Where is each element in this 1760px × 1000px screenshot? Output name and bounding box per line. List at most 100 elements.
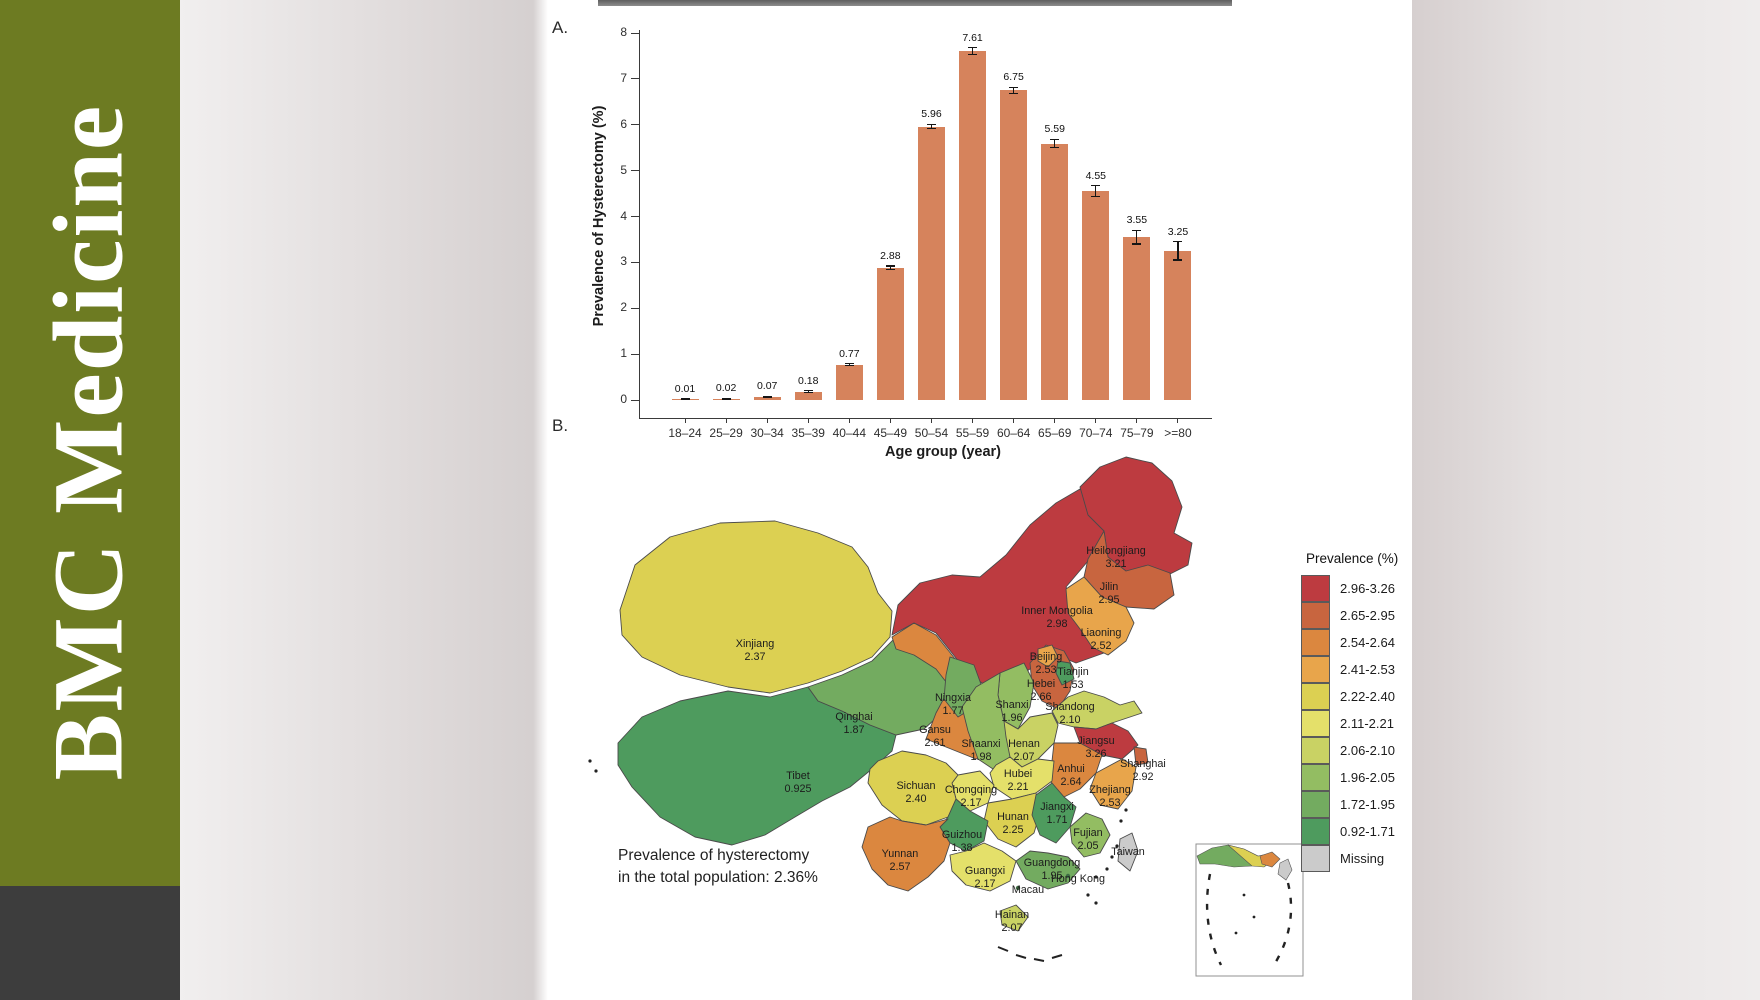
error-bar xyxy=(930,124,933,129)
y-tick-label: 1 xyxy=(620,346,627,361)
province-hunan xyxy=(983,792,1041,848)
error-bar-cap xyxy=(844,362,854,365)
province-value: 1.77 xyxy=(942,705,963,717)
legend-swatch xyxy=(1301,710,1330,737)
province-label: Guangdong xyxy=(1024,857,1080,869)
error-bar xyxy=(1013,87,1015,94)
province-label: Shanghai xyxy=(1120,758,1166,770)
legend-items: 2.96-3.26 2.65-2.95 2.54-2.64 2.41-2.53 2.22… xyxy=(1301,575,1398,872)
province-label: Beijing xyxy=(1030,651,1062,663)
error-bar xyxy=(1054,139,1056,148)
province-value: 1.98 xyxy=(970,751,991,763)
island-speck xyxy=(594,769,598,773)
y-tick-label: 4 xyxy=(620,208,627,223)
legend-swatch xyxy=(1301,818,1330,845)
error-bar-cap xyxy=(803,392,813,394)
province-value: 1.38 xyxy=(951,842,972,854)
legend-item: 1.72-1.95 xyxy=(1301,791,1398,818)
province-value: 2.10 xyxy=(1059,714,1080,726)
x-tick xyxy=(1095,418,1097,423)
bar xyxy=(1164,250,1192,400)
y-tick-label: 6 xyxy=(620,116,627,131)
legend-label: 2.06-2.10 xyxy=(1340,743,1395,758)
map-annotation-line2: in the total population: 2.36% xyxy=(618,869,818,886)
y-tick-label: 7 xyxy=(620,70,627,85)
province-value: 1.87 xyxy=(843,724,864,736)
bar-value-label: 3.55 xyxy=(1126,214,1148,227)
x-axis-title: Age group (year) xyxy=(884,444,1002,460)
province-label: Jilin xyxy=(1100,581,1119,593)
legend-swatch xyxy=(1301,845,1330,872)
error-bar-cap xyxy=(1132,229,1142,231)
bar-value-label: 7.61 xyxy=(962,31,983,44)
province-value: 2.05 xyxy=(1077,840,1098,852)
legend-label: 2.96-3.26 xyxy=(1340,581,1395,596)
legend-label: 1.72-1.95 xyxy=(1340,797,1395,812)
province-value: 2.17 xyxy=(974,878,995,890)
island-speck xyxy=(1094,901,1098,905)
y-tick xyxy=(631,307,639,309)
y-tick-label: 0 xyxy=(620,392,627,406)
province-hubei xyxy=(989,756,1055,800)
province-zhejiang xyxy=(1089,758,1137,810)
y-tick xyxy=(631,78,639,80)
island-speck xyxy=(1086,893,1090,897)
bar xyxy=(794,391,822,400)
legend-label: 2.11-2.21 xyxy=(1340,716,1394,731)
province-value: 2.92 xyxy=(1132,771,1153,783)
legend-swatch xyxy=(1301,656,1330,683)
y-tick xyxy=(631,261,639,263)
province-value: 2.07 xyxy=(1001,922,1022,934)
error-bar-cap xyxy=(1050,147,1060,149)
x-tick-label: 35–39 xyxy=(791,426,825,440)
bar xyxy=(917,126,945,400)
legend-label: 1.96-2.05 xyxy=(1340,770,1395,785)
error-bar-cap xyxy=(1091,185,1101,187)
province-label: Hebei xyxy=(1027,678,1055,690)
error-bar-cap xyxy=(1173,259,1183,261)
territory-dot xyxy=(1015,885,1021,891)
map-legend: Prevalence (%) 2.96-3.26 2.65-2.95 2.54-2.… xyxy=(1301,551,1398,872)
page-edge-shadow-left xyxy=(180,0,548,1000)
province-label: Tibet xyxy=(786,770,810,782)
x-tick-label: 45–49 xyxy=(873,426,908,440)
error-bar-cap xyxy=(926,123,936,125)
legend-item: 2.65-2.95 xyxy=(1301,602,1398,629)
error-bar xyxy=(848,363,850,366)
island-speck xyxy=(1119,819,1123,823)
island-speck xyxy=(1115,844,1119,848)
province-label: Qinghai xyxy=(835,711,872,723)
x-tick xyxy=(1054,418,1056,423)
error-bar-cap xyxy=(885,265,895,267)
legend-swatch xyxy=(1301,602,1330,629)
legend-swatch xyxy=(1301,737,1330,764)
province-value: 2.37 xyxy=(744,651,765,663)
legend-label: 2.54-2.64 xyxy=(1340,635,1395,650)
top-crop-band xyxy=(598,0,1232,6)
legend-swatch xyxy=(1301,575,1330,602)
error-bar-cap xyxy=(1091,196,1101,198)
legend-swatch xyxy=(1301,791,1330,818)
province-tianjin xyxy=(1055,660,1075,686)
y-tick xyxy=(631,399,639,401)
y-tick xyxy=(631,124,639,126)
panel-a-label: A. xyxy=(552,18,569,37)
province-value: 3.26 xyxy=(1085,748,1106,760)
error-bar-cap xyxy=(844,365,854,367)
error-bar-cap xyxy=(1050,138,1060,141)
dash-line-segment xyxy=(997,946,1009,952)
x-tick-label: 50–54 xyxy=(914,426,949,440)
province-label: Gansu xyxy=(919,724,951,736)
error-bar-cap xyxy=(680,398,690,400)
bar xyxy=(959,50,987,400)
legend-item: 2.22-2.40 xyxy=(1301,683,1398,710)
error-bar-cap xyxy=(680,399,690,401)
y-tick xyxy=(631,32,639,34)
province-value: 1.53 xyxy=(1062,679,1083,691)
legend-item: 1.96-2.05 xyxy=(1301,764,1398,791)
province-label: Tianjin xyxy=(1057,666,1088,678)
province-label: Ningxia xyxy=(935,692,971,704)
journal-sidebar: BMC Medicine xyxy=(0,0,180,1000)
province-value: 2.57 xyxy=(889,861,910,873)
province-value: 2.52 xyxy=(1090,640,1111,652)
